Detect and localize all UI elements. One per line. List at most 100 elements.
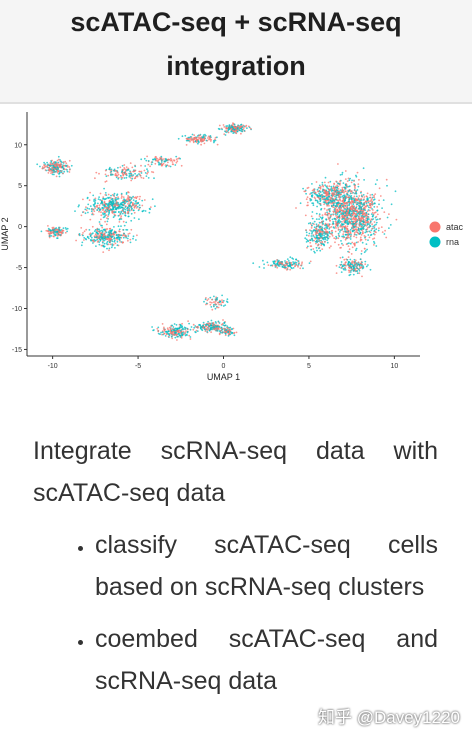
cell-point (124, 170, 127, 172)
cell-point (60, 231, 63, 234)
cell-point (342, 233, 345, 236)
cell-point (335, 237, 338, 239)
cell-point (340, 263, 343, 266)
cell-point (324, 212, 327, 214)
cell-point (128, 172, 131, 175)
cell-point (369, 225, 372, 228)
cell-point (290, 261, 293, 264)
cell-point (177, 327, 179, 330)
cell-point (327, 218, 330, 220)
cell-point (118, 221, 121, 223)
cell-point (189, 140, 191, 143)
cell-point (329, 180, 332, 183)
cell-point (318, 233, 321, 236)
cell-point (53, 173, 55, 176)
cell-point (178, 331, 180, 333)
cell-point (121, 234, 124, 237)
cell-point (290, 266, 293, 269)
cell-point (319, 231, 321, 234)
cell-point (281, 261, 283, 263)
cell-point (370, 229, 373, 232)
cell-point (329, 197, 332, 200)
cell-point (369, 234, 372, 237)
cell-point (234, 126, 237, 129)
cell-point (187, 320, 190, 322)
cell-point (330, 226, 333, 228)
cell-point (331, 187, 334, 190)
cell-point (124, 206, 127, 208)
cell-point (294, 261, 296, 264)
cell-point (171, 337, 174, 340)
cell-point (60, 160, 62, 163)
cell-point (354, 199, 357, 202)
cell-point (68, 168, 71, 171)
cell-point (340, 191, 342, 194)
cell-point (349, 210, 351, 212)
cell-point (57, 233, 60, 236)
cell-point (328, 204, 330, 207)
cell-point (96, 238, 99, 241)
cell-point (315, 242, 317, 245)
cell-point (366, 226, 369, 229)
cell-point (336, 225, 339, 227)
cell-point (136, 205, 139, 208)
cell-point (84, 208, 87, 211)
cell-point (111, 194, 114, 196)
cell-point (376, 209, 379, 212)
cell-point (225, 125, 228, 127)
cell-point (323, 231, 326, 233)
cell-point (342, 216, 345, 218)
cell-point (358, 268, 360, 270)
cell-point (352, 267, 355, 270)
cell-point (258, 266, 261, 268)
cell-point (358, 202, 360, 205)
cell-point (132, 209, 135, 212)
cell-point (327, 216, 330, 219)
cell-point (355, 214, 357, 216)
cell-point (351, 205, 354, 208)
cell-point (201, 136, 204, 138)
cell-point (120, 217, 122, 219)
cell-point (355, 249, 357, 252)
cell-point (353, 189, 356, 191)
cell-point (115, 174, 117, 177)
cell-point (326, 233, 329, 236)
cell-point (346, 207, 349, 210)
cell-point (138, 208, 141, 210)
cell-point (81, 241, 84, 244)
cell-point (216, 330, 219, 332)
cell-point (115, 208, 118, 211)
cell-point (111, 198, 114, 200)
cell-point (189, 135, 192, 138)
cell-point (361, 275, 363, 278)
cell-point (213, 305, 215, 308)
cell-point (326, 186, 328, 189)
cell-point (311, 183, 313, 185)
cell-point (326, 209, 328, 211)
cell-point (353, 231, 356, 234)
cell-point (320, 239, 323, 242)
cell-point (313, 226, 316, 229)
cell-point (345, 243, 348, 246)
cell-point (351, 263, 354, 266)
cell-point (344, 187, 347, 190)
cell-point (100, 229, 103, 232)
cell-point (136, 195, 139, 198)
cell-point (380, 226, 383, 228)
cell-point (341, 223, 344, 226)
cell-point (348, 214, 351, 216)
cell-point (191, 133, 194, 136)
cell-point (350, 253, 353, 255)
cell-point (178, 326, 181, 329)
cell-cluster (151, 322, 199, 341)
cell-point (367, 200, 370, 202)
cell-point (312, 248, 315, 250)
cell-point (80, 244, 83, 247)
cell-point (364, 223, 367, 226)
cell-point (355, 195, 358, 198)
cell-point (326, 239, 329, 242)
cell-point (346, 192, 349, 194)
cell-point (284, 260, 286, 262)
cell-point (360, 218, 363, 221)
cell-point (339, 231, 341, 233)
